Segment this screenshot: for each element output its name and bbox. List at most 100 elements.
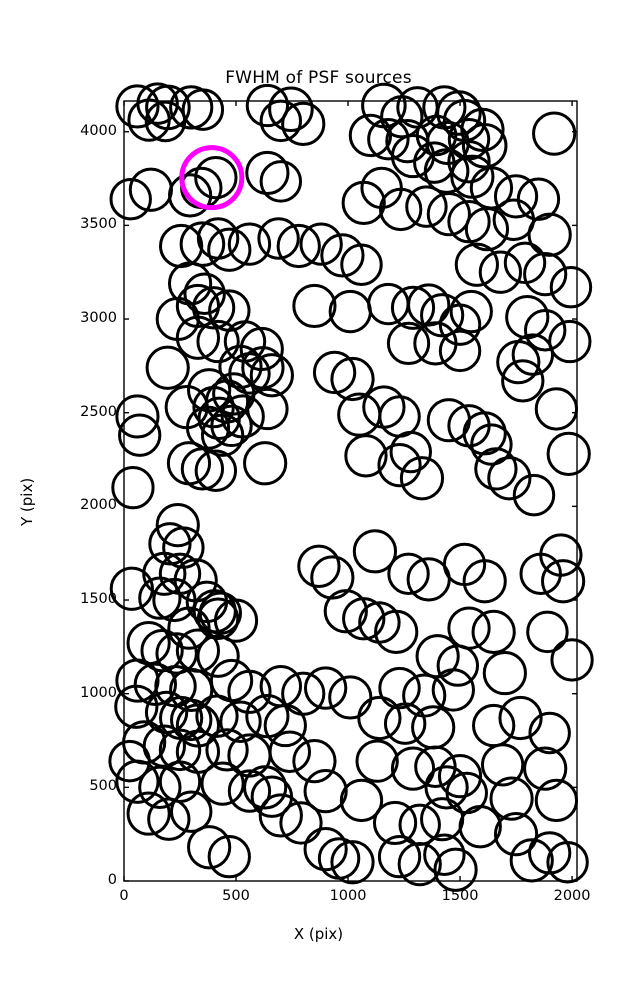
psf-source-circle [433,847,478,892]
psf-source-circle [241,346,285,390]
psf-source-circle [196,217,240,260]
psf-source-circle [219,700,262,744]
psf-source-circle [207,227,252,272]
psf-source-circle [357,695,402,741]
psf-source-circle [527,212,572,257]
psf-source-circle [279,801,323,845]
psf-source-circle [115,84,160,129]
psf-source-circle [339,778,384,823]
psf-source-circle [158,728,202,772]
psf-source-circle [489,776,534,821]
psf-source-circle [420,797,465,842]
psf-source-circle [498,695,543,741]
psf-source-circle [471,609,516,654]
psf-source-circle [352,529,398,574]
psf-source-circle [196,319,240,364]
psf-source-circle [276,223,321,269]
psf-source-circle [379,187,423,232]
psf-source-circle [386,321,431,366]
psf-source-circle [126,620,171,666]
psf-source-circle [438,329,482,373]
psf-source-circle [138,576,182,620]
psf-source-circle [312,350,357,395]
psf-source-circle [303,827,348,872]
psf-source-circle [268,86,314,133]
psf-source-circle [337,392,382,437]
psf-source-circle [390,746,436,791]
psf-source-circle [526,610,569,654]
psf-source-circle [197,396,241,440]
y-axis-tick-label: 1000 [80,684,117,701]
psf-source-circle [436,90,482,136]
psf-source-circle [541,559,586,604]
psf-source-circle [431,668,475,712]
psf-source-circle [109,566,154,611]
psf-source-circle [387,552,430,596]
psf-source-circle [155,632,198,675]
psf-source-circle [378,666,421,710]
psf-source-circle [115,759,160,804]
psf-source-circle [181,88,225,131]
psf-source-circle [245,150,290,196]
psf-source-circle [413,321,458,366]
psf-source-circle [138,765,182,810]
psf-source-circle [342,597,386,641]
psf-source-circle [493,174,539,219]
psf-source-circle [196,597,240,640]
psf-source-circle [169,667,214,713]
psf-source-circle [243,441,288,486]
y-axis-tick-label: 500 [89,778,117,795]
psf-source-circle [303,666,348,710]
psf-source-circle [474,447,518,491]
psf-source-circle [200,761,245,806]
psf-source-circle [167,173,213,218]
psf-source-circle [546,841,589,884]
y-axis-tick-label: 0 [107,872,117,888]
psf-source-circle [245,83,290,128]
psf-source-circle [320,233,365,278]
psf-source-circle [227,222,272,266]
psf-source-circle [511,333,555,376]
psf-source-circle [548,319,592,364]
plot-frame [123,100,578,882]
psf-source-circle [126,791,171,836]
psf-source-circle [454,242,499,287]
psf-source-circle [194,155,238,200]
psf-source-circle [397,842,442,887]
psf-source-circle [115,394,160,439]
psf-source-circle [534,387,579,431]
psf-source-circle [142,551,187,596]
y-axis-tick-label: 3500 [80,216,117,233]
psf-source-circle [114,684,159,729]
psf-source-circle [145,345,190,390]
psf-source-circle [550,638,594,682]
psf-source-circle [328,675,373,720]
psf-source-circle [355,739,399,783]
psf-source-circle [220,394,265,439]
psf-source-circle [183,272,226,315]
psf-source-circle [426,192,471,237]
psf-source-circle [405,185,448,228]
psf-source-circle [328,289,372,334]
psf-source-markers [108,82,594,892]
psf-source-circle [470,423,513,466]
psf-source-circle [480,743,525,787]
psf-source-circle [109,177,152,221]
y-axis-tick-label: 3000 [80,310,117,327]
psf-source-circle [303,768,348,814]
psf-source-circle [169,698,213,742]
psf-source-circle [196,634,240,678]
psf-source-circle [210,404,253,448]
psf-source-circle [180,447,225,491]
psf-source-circle [108,739,151,783]
psf-source-circle [383,702,427,745]
psf-source-circle [330,356,375,402]
psf-source-circle [118,413,162,457]
psf-source-circle [167,606,211,650]
psf-source-circle [449,289,493,334]
psf-source-circle [341,180,386,226]
psf-source-circle [213,598,259,643]
psf-source-circle [292,283,337,329]
